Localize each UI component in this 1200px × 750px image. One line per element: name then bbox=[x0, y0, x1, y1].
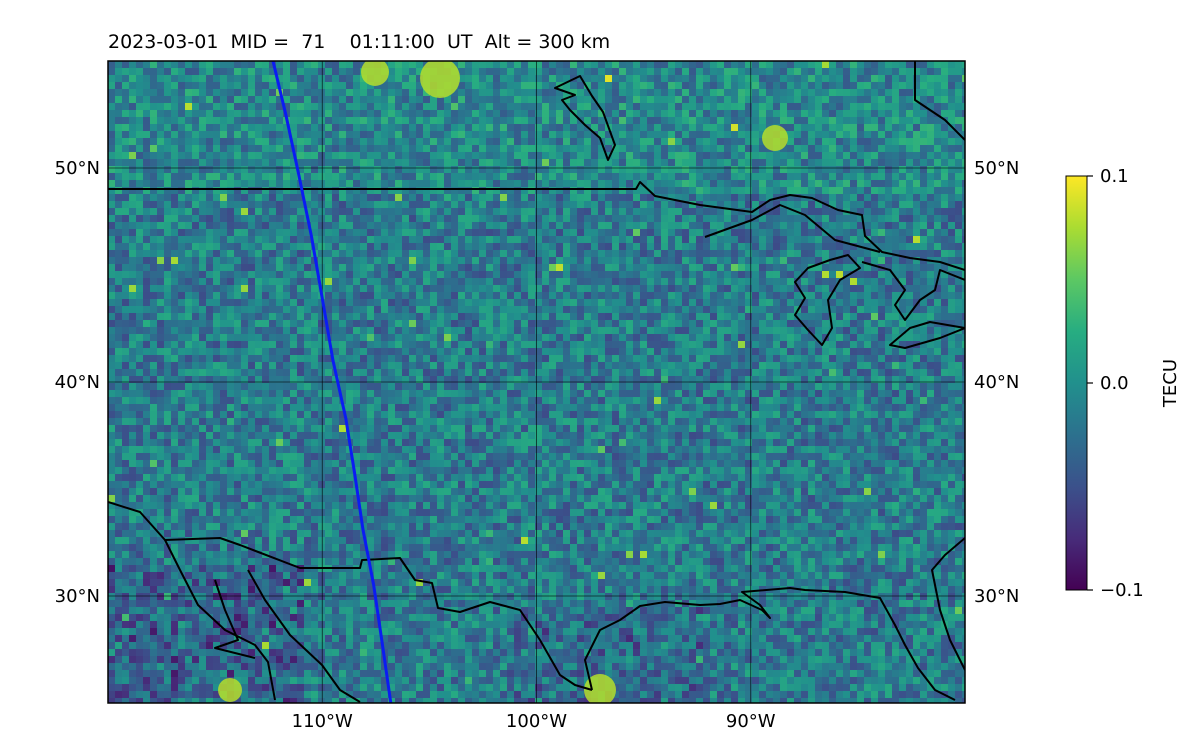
latitude-tick-label: 50°N bbox=[55, 158, 100, 179]
graticule bbox=[108, 61, 965, 703]
longitude-tick-label: 100°W bbox=[506, 711, 567, 732]
latitude-tick-labels-left: 30°N 40°N 50°N bbox=[55, 158, 100, 607]
colorbar-tick-label: −0.1 bbox=[1100, 580, 1144, 601]
colorbar-tick-label: 0.0 bbox=[1100, 373, 1129, 394]
coastlines bbox=[108, 61, 965, 703]
title-mid-value: 71 bbox=[301, 31, 325, 53]
longitude-tick-label: 90°W bbox=[726, 711, 776, 732]
map-frame bbox=[107, 60, 966, 704]
latitude-tick-label: 40°N bbox=[974, 372, 1019, 393]
colorbar-label: TECU bbox=[1160, 359, 1181, 408]
title-time: 01:11:00 bbox=[350, 31, 435, 53]
longitude-tick-labels: 110°W 100°W 90°W bbox=[292, 711, 776, 732]
colorbar-gradient bbox=[1065, 175, 1088, 591]
latitude-tick-label: 30°N bbox=[55, 586, 100, 607]
title-altitude: Alt = 300 km bbox=[485, 31, 611, 53]
latitude-tick-label: 40°N bbox=[55, 372, 100, 393]
title-time-unit: UT bbox=[447, 31, 473, 53]
latitude-tick-label: 50°N bbox=[974, 158, 1019, 179]
title-mid-label: MID = bbox=[231, 31, 290, 53]
colorbar: 0.1 0.0 −0.1 TECU bbox=[1065, 166, 1181, 601]
latitude-tick-labels-right: 30°N 40°N 50°N bbox=[974, 158, 1019, 607]
longitude-tick-label: 110°W bbox=[292, 711, 353, 732]
satellite-track bbox=[271, 61, 393, 703]
colorbar-ticks: 0.1 0.0 −0.1 bbox=[1087, 166, 1144, 601]
colorbar-tick-label: 0.1 bbox=[1100, 166, 1129, 187]
latitude-tick-label: 30°N bbox=[974, 586, 1019, 607]
map-panel bbox=[108, 61, 965, 703]
title-date: 2023-03-01 bbox=[108, 31, 218, 53]
figure-title: 2023-03-01 MID = 71 01:11:00 UT Alt = 30… bbox=[108, 31, 610, 53]
tec-raster bbox=[108, 61, 965, 703]
